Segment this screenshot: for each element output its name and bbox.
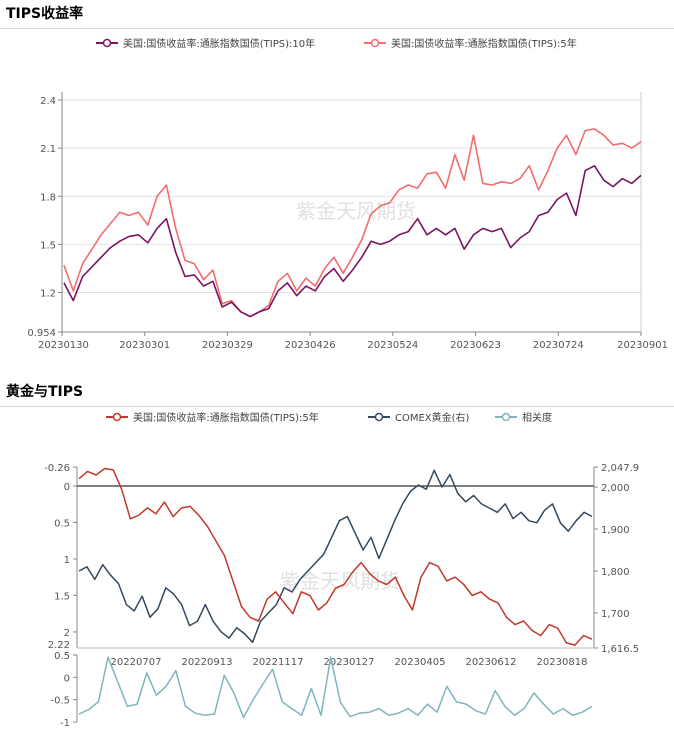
chart1-watermark: 紫金天风期货 — [296, 199, 416, 223]
chart1-legend-label-1: 美国:国债收益率:通胀指数国债(TIPS):10年 — [123, 37, 315, 50]
chart2-right-tick-label-3: 1,900 — [601, 525, 630, 536]
chart2-xtick-label-1: 20220707 — [111, 657, 162, 668]
chart2-right-tick-label-6: 1,616.5 — [601, 644, 639, 655]
chart1-ytick-label-5: 1.2 — [40, 289, 56, 300]
chart1-title-rule — [0, 28, 674, 29]
chart2-lower-tick-label-3: -0.5 — [50, 696, 70, 707]
chart2-series-line-2 — [78, 469, 593, 644]
chart2-watermark: 紫金天风期货 — [280, 569, 400, 593]
chart1-title: TIPS收益率 — [6, 6, 84, 22]
chart2-right-tick-label-2: 2,000 — [601, 483, 630, 494]
chart2-lower-tick-label-2: 0 — [64, 673, 70, 684]
chart1-xtick-label-8: 20230901 — [617, 340, 668, 351]
chart2-legend-label-2: COMEX黄金(右) — [395, 411, 470, 424]
chart2-right-tick-label-5: 1,700 — [601, 609, 630, 620]
chart2-xtick-label-2: 20220913 — [182, 657, 233, 668]
chart2-legend-swatch-dot-1 — [112, 412, 122, 422]
chart2-xtick-label-6: 20230612 — [466, 657, 517, 668]
chart2-right-tick-label-1: 2,047.9 — [601, 463, 639, 474]
chart1-xtick-label-4: 20230426 — [285, 340, 336, 351]
chart2-lower-top-label: 2.22 — [48, 640, 70, 651]
chart2-left-tick-label-1: -0.26 — [44, 463, 70, 474]
chart1-xtick-label-6: 20230623 — [450, 340, 501, 351]
chart1-xtick-label-1: 20230130 — [38, 340, 89, 351]
chart2-left-tick-label-6: 2 — [64, 628, 70, 639]
chart2-left-tick-label-4: 1 — [64, 555, 70, 566]
chart1-ytick-label-1: 2.4 — [40, 96, 56, 107]
chart1-series-line-1 — [63, 165, 642, 318]
chart2-title: 黄金与TIPS — [6, 384, 84, 400]
chart1-ytick-label-2: 2.1 — [40, 144, 56, 155]
chart2-legend-swatch-dot-3 — [501, 412, 511, 422]
chart2-legend-swatch-dot-2 — [374, 412, 384, 422]
chart2-series-line-3 — [78, 656, 593, 719]
chart1-legend-swatch-dot-1 — [102, 38, 112, 48]
chart1-legend-swatch-dot-2 — [370, 38, 380, 48]
chart2-series-line-1 — [78, 467, 593, 646]
chart2-left-tick-label-3: 0.5 — [54, 518, 70, 529]
chart1-legend-label-2: 美国:国债收益率:通胀指数国债(TIPS):5年 — [391, 37, 577, 50]
chart1-xtick-label-3: 20230329 — [202, 340, 253, 351]
chart1-xtick-label-5: 20230524 — [367, 340, 418, 351]
chart2-xtick-label-7: 20230818 — [537, 657, 588, 668]
chart1-series-line-2 — [63, 128, 642, 318]
chart2-xtick-label-3: 20221117 — [253, 657, 304, 668]
chart2-lower-tick-label-1: 0.5 — [54, 651, 70, 662]
chart1-ytick-label-6: 0.954 — [27, 328, 56, 339]
chart1-ytick-label-4: 1.5 — [40, 240, 56, 251]
chart2-right-tick-label-4: 1,800 — [601, 567, 630, 578]
chart1-xtick-label-7: 20230724 — [533, 340, 584, 351]
chart2-lower-tick-label-4: -1 — [60, 718, 70, 729]
chart2-xtick-label-4: 20230127 — [324, 657, 375, 668]
chart2-legend-label-3: 相关度 — [522, 411, 552, 424]
chart2-title-rule — [0, 406, 674, 407]
chart1-xtick-label-2: 20230301 — [119, 340, 170, 351]
chart2-xtick-label-5: 20230405 — [395, 657, 446, 668]
chart2-left-tick-label-2: 0 — [64, 482, 70, 493]
chart2-legend-label-1: 美国:国债收益率:通胀指数国债(TIPS):5年 — [133, 411, 319, 424]
chart2-left-tick-label-5: 1.5 — [54, 591, 70, 602]
chart1-ytick-label-3: 1.8 — [40, 192, 56, 203]
